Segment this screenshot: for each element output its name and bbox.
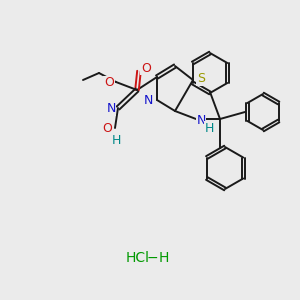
Text: S: S xyxy=(197,73,205,85)
Text: N: N xyxy=(106,103,116,116)
Text: N: N xyxy=(143,94,153,107)
Text: −: − xyxy=(146,251,158,265)
Text: O: O xyxy=(141,61,151,74)
Text: H: H xyxy=(159,251,169,265)
Text: HCl: HCl xyxy=(126,251,150,265)
Text: O: O xyxy=(102,122,112,136)
Text: H: H xyxy=(111,134,121,148)
Text: H: H xyxy=(204,122,214,134)
Text: N: N xyxy=(196,113,206,127)
Text: O: O xyxy=(104,76,114,89)
